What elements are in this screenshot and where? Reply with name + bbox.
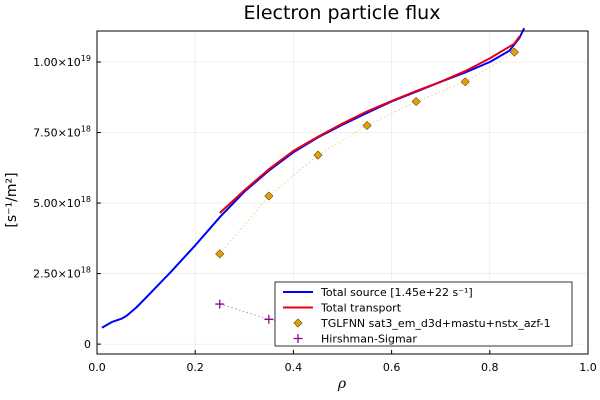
data-point-diamond: [509, 47, 519, 57]
data-point-diamond: [313, 150, 323, 160]
plot-frame: [96, 30, 589, 355]
series-2: [219, 36, 521, 214]
y-tick-exponent: 19: [81, 54, 91, 63]
y-tick-mantissa: 1.00×10: [33, 56, 81, 69]
y-tick-mantissa: 7.50×10: [33, 127, 81, 140]
legend-label: Total transport: [320, 302, 402, 315]
legend-label: Hirshman-Sigmar: [321, 333, 417, 346]
x-axis-label: ρ: [337, 376, 347, 392]
y-tick-label: 2.50×1018: [33, 266, 91, 281]
series-line: [101, 27, 526, 329]
data-point-diamond: [293, 318, 303, 328]
series-connector: [219, 51, 515, 255]
y-tick-exponent: 18: [81, 125, 91, 134]
series-3: [215, 47, 519, 259]
legend-label: Total source [1.45e+22 s⁻¹]: [320, 286, 473, 299]
y-tick-label: 5.00×1018: [33, 195, 91, 210]
y-tick-label: 7.50×1018: [33, 125, 91, 140]
legend-label: TGLFNN sat3_em_d3d+mastu+nstx_azf-1: [320, 317, 551, 330]
data-point-cross: [293, 334, 303, 343]
x-ticks: 0.0 0.2 0.4 0.6 0.8 1.0: [88, 350, 597, 374]
y-tick-mantissa: 5.00×10: [33, 197, 81, 210]
data-point-diamond: [411, 96, 421, 107]
data-point-diamond: [362, 120, 372, 131]
data-point-cross: [215, 299, 225, 309]
data-point-diamond: [460, 77, 470, 87]
data-point-cross: [264, 314, 274, 324]
legend-box: [274, 281, 573, 347]
x-tick-label: 1.0: [579, 361, 597, 374]
x-tick-label: 0.4: [285, 361, 303, 374]
y-tick-label: 1.00×1019: [33, 54, 91, 69]
data-point-diamond: [215, 249, 225, 259]
x-tick-label: 0.2: [186, 361, 204, 374]
y-tick-exponent: 18: [81, 195, 91, 204]
y-tick-label: 0: [84, 338, 91, 351]
x-tick-label: 0.6: [383, 361, 401, 374]
series-1: [101, 27, 526, 329]
chart-title: Electron particle flux: [244, 2, 441, 24]
legend: Total source [1.45e+22 s⁻¹] Total transpo…: [274, 281, 573, 347]
x-tick-label: 0.0: [88, 361, 106, 374]
series-line: [219, 36, 521, 214]
y-axis-label: [s⁻¹/m²]: [4, 172, 20, 227]
data-point-diamond: [264, 191, 274, 201]
series-layer: [101, 27, 526, 337]
y-tick-exponent: 18: [81, 266, 91, 275]
y-tick-mantissa: 2.50×10: [33, 268, 81, 281]
x-tick-label: 0.8: [481, 361, 499, 374]
